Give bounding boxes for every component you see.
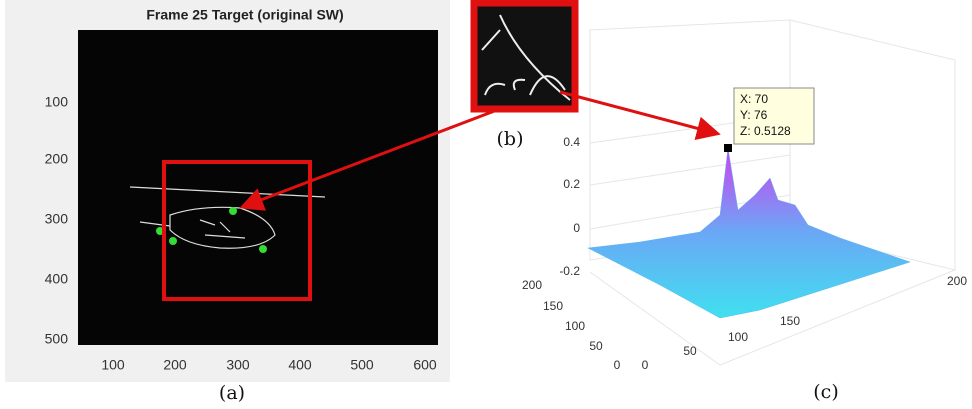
caption: (a) — [219, 382, 245, 404]
arrow — [559, 90, 721, 140]
y-tick-label: 200 — [45, 151, 69, 167]
zoom-image — [481, 14, 571, 101]
datatip-text: X: 70 — [740, 92, 768, 106]
tick-label: 0 — [642, 358, 649, 372]
tick-label: 0 — [614, 358, 621, 372]
arrow — [239, 108, 498, 211]
y-tick-label: 100 — [45, 94, 69, 110]
x-tick-label: 500 — [350, 357, 374, 373]
z-tick-label: -0.2 — [559, 264, 580, 278]
panel-c-bg — [508, 22, 968, 377]
surface — [587, 147, 911, 319]
datatip-text: Y: 76 — [740, 108, 768, 122]
z-tick-label: 0.2 — [563, 177, 580, 191]
tick-label: 150 — [543, 299, 563, 313]
x-tick-label: 100 — [101, 357, 125, 373]
roi-box — [162, 160, 312, 301]
x-tick-label: 400 — [288, 357, 312, 373]
x-tick-label: 300 — [226, 357, 250, 373]
x-tick-label: 600 — [413, 357, 437, 373]
y-tick-label: 300 — [45, 211, 69, 227]
title: Frame 25 Target (original SW) — [146, 7, 343, 23]
tick-label: 50 — [683, 344, 697, 358]
tick-label: 200 — [522, 278, 542, 292]
datatip-text: Z: 0.5128 — [740, 124, 791, 138]
datatip — [733, 87, 815, 145]
caption: (b) — [497, 128, 524, 150]
tick-label: 200 — [947, 274, 967, 288]
tick-label: 100 — [728, 330, 748, 344]
tick-label: 150 — [780, 314, 800, 328]
tick-label: 100 — [565, 319, 585, 333]
tick-label: 50 — [589, 339, 603, 353]
y-tick-label: 400 — [45, 271, 69, 287]
x-tick-label: 200 — [163, 357, 187, 373]
y-tick-label: 500 — [45, 331, 69, 347]
z-tick-label: 0 — [573, 221, 580, 235]
caption: (c) — [813, 381, 838, 403]
z-tick-label: 0.4 — [563, 135, 580, 149]
peak-marker — [724, 144, 732, 152]
